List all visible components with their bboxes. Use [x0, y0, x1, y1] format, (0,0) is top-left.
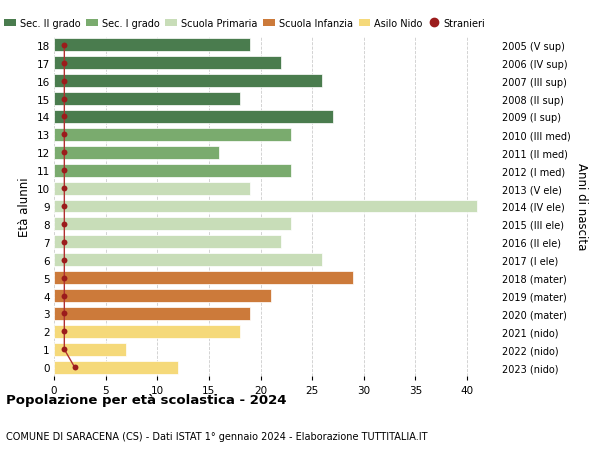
Y-axis label: Età alunni: Età alunni — [18, 177, 31, 236]
Point — [59, 167, 69, 174]
Point — [59, 42, 69, 49]
Point — [59, 239, 69, 246]
Point — [59, 328, 69, 336]
Point — [59, 346, 69, 353]
Bar — [54, 75, 322, 88]
Bar — [54, 236, 281, 249]
Point — [59, 95, 69, 103]
Bar — [54, 164, 292, 177]
Bar — [54, 146, 219, 159]
Point — [59, 185, 69, 192]
Bar — [54, 182, 250, 195]
Point — [59, 131, 69, 139]
Bar — [54, 111, 333, 123]
Point — [59, 221, 69, 228]
Bar — [54, 57, 281, 70]
Y-axis label: Anni di nascita: Anni di nascita — [575, 163, 587, 250]
Point — [59, 310, 69, 318]
Bar — [54, 361, 178, 374]
Bar — [54, 325, 240, 338]
Text: Popolazione per età scolastica - 2024: Popolazione per età scolastica - 2024 — [6, 393, 287, 406]
Point — [59, 149, 69, 157]
Point — [70, 364, 79, 371]
Text: COMUNE DI SARACENA (CS) - Dati ISTAT 1° gennaio 2024 - Elaborazione TUTTITALIA.I: COMUNE DI SARACENA (CS) - Dati ISTAT 1° … — [6, 431, 427, 441]
Bar — [54, 200, 478, 213]
Point — [59, 78, 69, 85]
Bar — [54, 290, 271, 302]
Bar — [54, 129, 292, 141]
Legend: Sec. II grado, Sec. I grado, Scuola Primaria, Scuola Infanzia, Asilo Nido, Stran: Sec. II grado, Sec. I grado, Scuola Prim… — [4, 18, 485, 28]
Bar — [54, 39, 250, 52]
Point — [59, 203, 69, 210]
Point — [59, 257, 69, 264]
Bar — [54, 254, 322, 267]
Point — [59, 274, 69, 282]
Point — [59, 113, 69, 121]
Bar — [54, 308, 250, 320]
Bar — [54, 343, 126, 356]
Bar — [54, 218, 292, 231]
Bar — [54, 93, 240, 106]
Point — [59, 60, 69, 67]
Bar — [54, 272, 353, 285]
Point — [59, 292, 69, 300]
